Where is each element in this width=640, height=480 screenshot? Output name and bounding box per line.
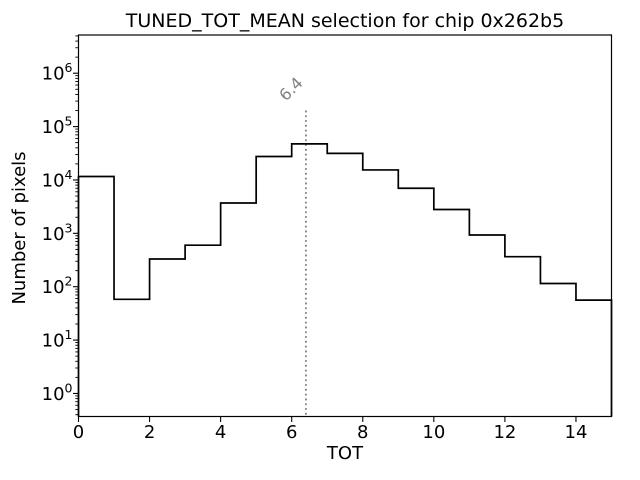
x-tick-label: 6	[286, 422, 297, 443]
histogram-step-line	[77, 142, 613, 417]
chart-title: TUNED_TOT_MEAN selection for chip 0x262b…	[125, 10, 565, 32]
x-axis-label: TOT	[326, 443, 364, 464]
x-axis-ticks	[77, 416, 577, 422]
x-tick-label: 14	[565, 422, 588, 443]
y-tick-label: 106	[42, 60, 73, 85]
x-tick-label: 0	[73, 422, 84, 443]
y-tick-label: 103	[42, 220, 73, 245]
axes-frame	[77, 34, 613, 418]
x-tick-label: 2	[144, 422, 155, 443]
y-tick-label: 104	[42, 167, 73, 192]
x-tick-label: 4	[215, 422, 226, 443]
x-tick-label: 8	[357, 422, 368, 443]
y-tick-label: 101	[42, 327, 73, 352]
x-axis-tick-labels: 0 2 4 6 8 10 12 14	[73, 422, 588, 443]
y-axis-label: Number of pixels	[9, 151, 30, 305]
y-tick-label: 102	[42, 274, 73, 299]
y-tick-label: 100	[42, 380, 73, 405]
x-tick-label: 10	[422, 422, 445, 443]
y-axis-tick-labels: 100 101 102 103 104 105 106	[42, 60, 73, 405]
y-tick-label: 105	[42, 114, 73, 139]
y-axis-major-ticks	[73, 72, 79, 395]
x-tick-label: 12	[493, 422, 516, 443]
